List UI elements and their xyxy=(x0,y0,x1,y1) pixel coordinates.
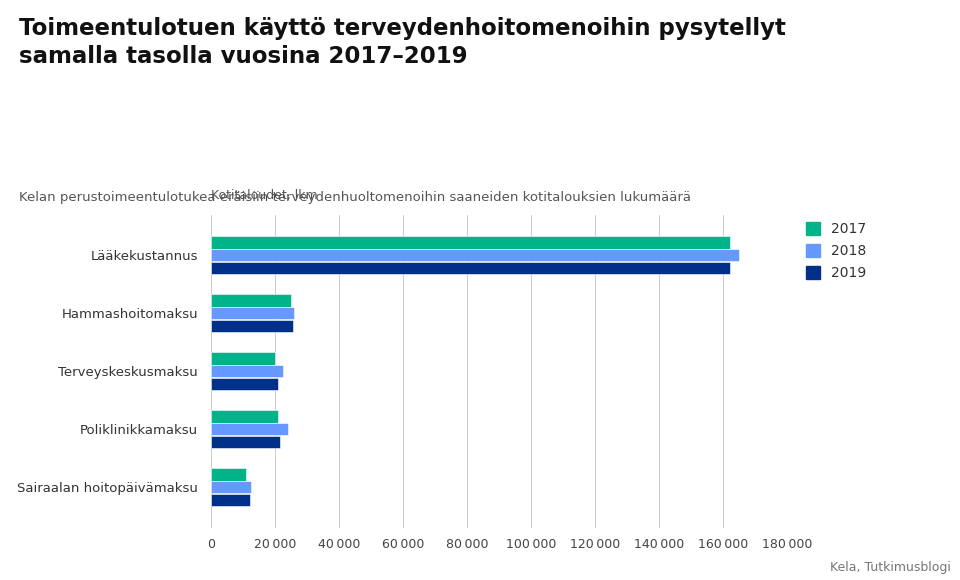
Text: Kelan perustoimeentulotukea eräisiin terveydenhuoltomenoihin saaneiden kotitalou: Kelan perustoimeentulotukea eräisiin ter… xyxy=(19,191,691,204)
Bar xyxy=(211,262,730,274)
Text: Toimeentulotuen käyttö terveydenhoitomenoihin pysytellyt
samalla tasolla vuosina: Toimeentulotuen käyttö terveydenhoitomen… xyxy=(19,17,786,68)
Text: Kotitaloudet, lkm: Kotitaloudet, lkm xyxy=(211,189,318,202)
Text: Kela, Tutkimusblogi: Kela, Tutkimusblogi xyxy=(829,561,950,574)
Bar xyxy=(211,411,278,422)
Bar xyxy=(211,320,293,332)
Legend: 2017, 2018, 2019: 2017, 2018, 2019 xyxy=(805,222,866,280)
Bar xyxy=(211,469,247,480)
Bar xyxy=(211,423,288,435)
Bar xyxy=(211,436,280,448)
Bar xyxy=(211,237,730,248)
Bar xyxy=(211,494,250,506)
Bar xyxy=(211,249,739,261)
Bar xyxy=(211,481,252,493)
Bar xyxy=(211,295,291,306)
Bar xyxy=(211,353,276,364)
Bar xyxy=(211,365,283,377)
Bar xyxy=(211,378,278,390)
Bar xyxy=(211,307,295,319)
